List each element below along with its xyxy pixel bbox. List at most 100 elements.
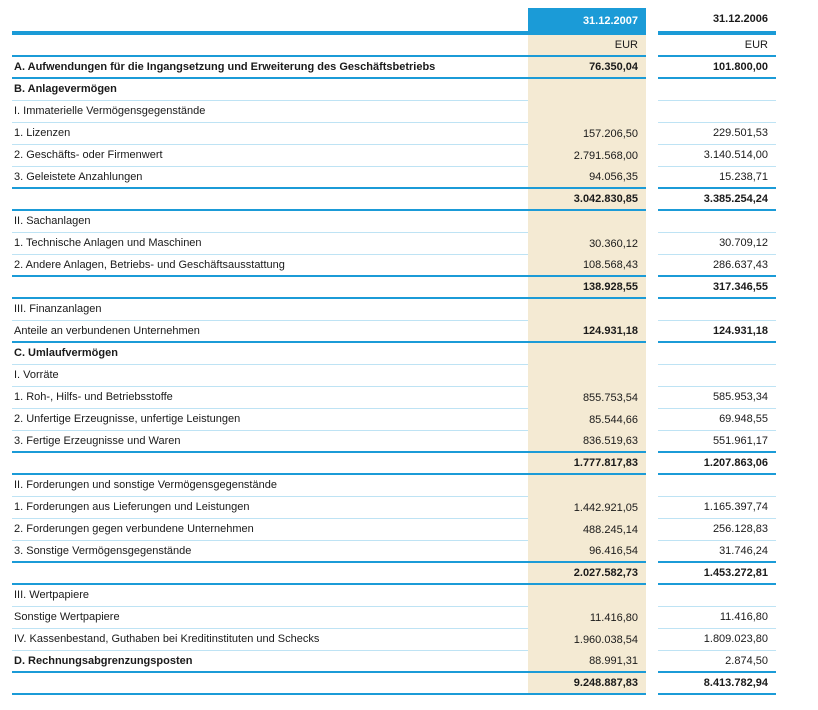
row-value-2006: 69.948,55 <box>658 409 776 431</box>
row-value-2006 <box>658 101 776 123</box>
column-gap <box>646 563 658 585</box>
column-gap <box>646 123 658 145</box>
row-value-2007 <box>528 585 646 607</box>
table-row: A. Aufwendungen für die Ingangsetzung un… <box>12 57 776 79</box>
table-row: 1. Lizenzen 157.206,50 229.501,53 <box>12 123 776 145</box>
row-label: 3. Sonstige Vermögensgegenstände <box>12 541 528 563</box>
row-label: 1. Lizenzen <box>12 123 528 145</box>
row-value-2007: 9.248.887,83 <box>528 673 646 695</box>
column-gap <box>646 453 658 475</box>
row-label: 1. Forderungen aus Lieferungen und Leist… <box>12 497 528 519</box>
row-label <box>12 277 528 299</box>
column-gap <box>646 431 658 453</box>
row-label: 1. Roh-, Hilfs- und Betriebsstoffe <box>12 387 528 409</box>
column-gap <box>646 321 658 343</box>
row-value-2006: 1.165.397,74 <box>658 497 776 519</box>
table-row: II. Sachanlagen <box>12 211 776 233</box>
row-value-2007: 94.056,35 <box>528 167 646 189</box>
column-gap <box>646 211 658 233</box>
table-row: 3. Geleistete Anzahlungen 94.056,35 15.238… <box>12 167 776 189</box>
column-gap <box>646 189 658 211</box>
row-value-2007: 1.777.817,83 <box>528 453 646 475</box>
row-label: D. Rechnungsabgrenzungsposten <box>12 651 528 673</box>
table-row: 9.248.887,83 8.413.782,94 <box>12 673 776 695</box>
column-header-2007: 31.12.2007 <box>528 8 646 35</box>
table-row: 1. Forderungen aus Lieferungen und Leist… <box>12 497 776 519</box>
column-gap <box>646 145 658 167</box>
column-gap <box>646 519 658 541</box>
row-value-2007: 96.416,54 <box>528 541 646 563</box>
row-label: III. Wertpapiere <box>12 585 528 607</box>
row-value-2007: 11.416,80 <box>528 607 646 629</box>
column-gap <box>646 607 658 629</box>
row-label: 2. Geschäfts- oder Firmenwert <box>12 145 528 167</box>
column-gap <box>646 497 658 519</box>
column-gap <box>646 233 658 255</box>
table-row: Sonstige Wertpapiere 11.416,80 11.416,80 <box>12 607 776 629</box>
row-value-2006: 30.709,12 <box>658 233 776 255</box>
balance-sheet-table: 31.12.2007 31.12.2006 EUR EUR A. Aufwend… <box>12 8 776 695</box>
row-value-2006: 585.953,34 <box>658 387 776 409</box>
table-row: 2. Unfertige Erzeugnisse, unfertige Leis… <box>12 409 776 431</box>
row-value-2007: 157.206,50 <box>528 123 646 145</box>
table-row: IV. Kassenbestand, Guthaben bei Kreditin… <box>12 629 776 651</box>
column-gap <box>646 673 658 695</box>
row-value-2007: 138.928,55 <box>528 277 646 299</box>
table-row: I. Immaterielle Vermögensgegenstände <box>12 101 776 123</box>
row-value-2006 <box>658 79 776 101</box>
row-label <box>12 453 528 475</box>
row-value-2007: 30.360,12 <box>528 233 646 255</box>
row-value-2007: 2.027.582,73 <box>528 563 646 585</box>
row-value-2007 <box>528 299 646 321</box>
table-body: A. Aufwendungen für die Ingangsetzung un… <box>12 57 776 695</box>
row-value-2006: 229.501,53 <box>658 123 776 145</box>
row-value-2006: 256.128,83 <box>658 519 776 541</box>
column-gap <box>646 277 658 299</box>
row-value-2006: 31.746,24 <box>658 541 776 563</box>
row-value-2006: 1.453.272,81 <box>658 563 776 585</box>
column-gap <box>646 409 658 431</box>
row-value-2006 <box>658 343 776 365</box>
row-value-2007: 2.791.568,00 <box>528 145 646 167</box>
row-value-2006: 8.413.782,94 <box>658 673 776 695</box>
column-gap <box>646 541 658 563</box>
row-value-2007: 1.960.038,54 <box>528 629 646 651</box>
table-row: 138.928,55 317.346,55 <box>12 277 776 299</box>
row-value-2006: 2.874,50 <box>658 651 776 673</box>
row-value-2006 <box>658 475 776 497</box>
column-gap <box>646 387 658 409</box>
row-value-2006: 1.809.023,80 <box>658 629 776 651</box>
table-row: D. Rechnungsabgrenzungsposten 88.991,31 2.… <box>12 651 776 673</box>
row-label: 2. Forderungen gegen verbundene Unterneh… <box>12 519 528 541</box>
row-value-2006: 1.207.863,06 <box>658 453 776 475</box>
column-gap <box>646 651 658 673</box>
row-label: C. Umlaufvermögen <box>12 343 528 365</box>
row-label: IV. Kassenbestand, Guthaben bei Kreditin… <box>12 629 528 651</box>
column-gap <box>646 585 658 607</box>
row-label: III. Finanzanlagen <box>12 299 528 321</box>
row-value-2006: 3.385.254,24 <box>658 189 776 211</box>
row-value-2007: 85.544,66 <box>528 409 646 431</box>
row-value-2007: 855.753,54 <box>528 387 646 409</box>
table-row: 1.777.817,83 1.207.863,06 <box>12 453 776 475</box>
row-value-2007: 3.042.830,85 <box>528 189 646 211</box>
row-value-2007 <box>528 101 646 123</box>
currency-unit-2007: EUR <box>528 35 646 57</box>
row-value-2006: 124.931,18 <box>658 321 776 343</box>
row-label: 1. Technische Anlagen und Maschinen <box>12 233 528 255</box>
row-value-2007 <box>528 475 646 497</box>
row-value-2007 <box>528 79 646 101</box>
balance-sheet-page: 31.12.2007 31.12.2006 EUR EUR A. Aufwend… <box>12 8 776 695</box>
row-value-2007 <box>528 211 646 233</box>
column-gap <box>646 365 658 387</box>
row-value-2006: 101.800,00 <box>658 57 776 79</box>
row-value-2007: 124.931,18 <box>528 321 646 343</box>
row-label <box>12 673 528 695</box>
table-row: 2. Geschäfts- oder Firmenwert 2.791.568,0… <box>12 145 776 167</box>
row-value-2007 <box>528 343 646 365</box>
table-row: Anteile an verbundenen Unternehmen 124.93… <box>12 321 776 343</box>
table-row: B. Anlagevermögen <box>12 79 776 101</box>
currency-unit-2006: EUR <box>658 35 776 57</box>
table-row: 3. Sonstige Vermögensgegenstände 96.416,5… <box>12 541 776 563</box>
table-row: I. Vorräte <box>12 365 776 387</box>
